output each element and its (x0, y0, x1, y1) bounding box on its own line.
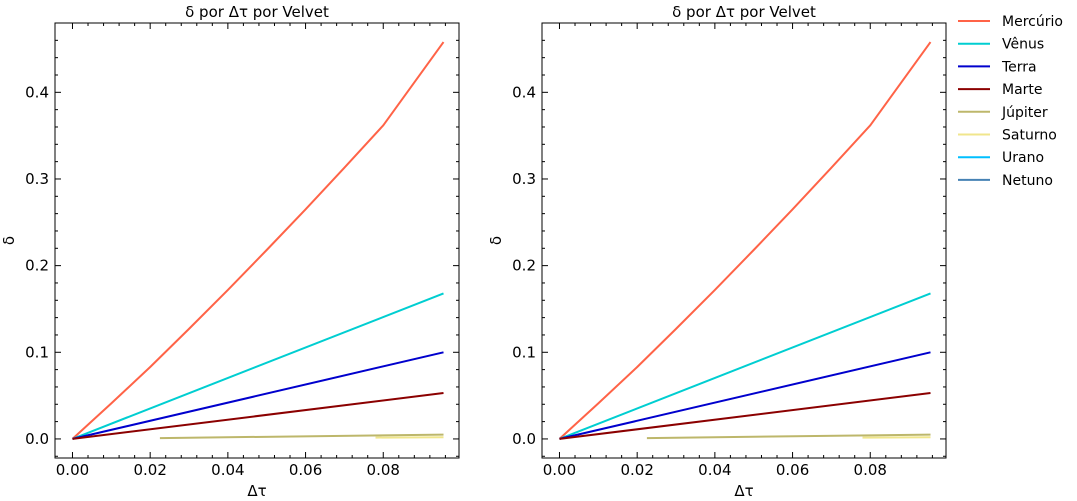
legend-item: Terra (958, 59, 1037, 75)
legend-label: Vênus (1002, 37, 1044, 53)
legend-item: Júpiter (958, 105, 1048, 121)
y-tick-label: 0.3 (512, 170, 536, 188)
y-tick-label: 0.4 (25, 83, 49, 101)
legend-item: Netuno (958, 173, 1053, 189)
x-axis-label: Δτ (734, 482, 753, 500)
series-line-terra (559, 351, 931, 440)
legend-label: Terra (1001, 59, 1037, 75)
x-tick-label: 0.04 (698, 461, 731, 479)
left-plot: 0.00 0.02 0.04 0.06 0.08 0.0 0.1 0.2 0.3 0.4 δ por… (0, 3, 460, 500)
series-line-vênus (72, 292, 444, 440)
legend-label: Marte (1002, 82, 1043, 98)
x-tick-label: 0.08 (854, 461, 887, 479)
y-tick-label: 0.0 (25, 430, 49, 448)
plot-frame (54, 22, 460, 459)
series-line-vênus (559, 292, 931, 440)
legend-label: Saturno (1002, 128, 1057, 144)
x-tick-label: 0.00 (56, 461, 89, 479)
legend-label: Netuno (1002, 173, 1053, 189)
y-axis-label: δ (0, 236, 18, 245)
y-axis-label: δ (487, 236, 505, 245)
y-tick-label: 0.1 (512, 343, 536, 361)
legend-item: Urano (958, 150, 1044, 166)
y-tick-label: 0.0 (512, 430, 536, 448)
x-tick-label: 0.02 (133, 461, 166, 479)
y-tick-label: 0.3 (25, 170, 49, 188)
series-line-júpiter (159, 433, 444, 440)
x-axis-label: Δτ (247, 482, 266, 500)
legend-item: Marte (958, 82, 1043, 98)
plot-frame (541, 22, 947, 459)
series-line-mercúrio (558, 41, 932, 440)
legend-item: Saturno (958, 128, 1057, 144)
chart-title: δ por Δτ por Velvet (672, 3, 816, 21)
x-tick-label: 0.02 (620, 461, 653, 479)
legend: Mercúrio Vênus Terra Marte Júpiter Saturno Ura… (958, 14, 1063, 189)
legend-label: Júpiter (1001, 105, 1048, 121)
y-tick-label: 0.1 (25, 343, 49, 361)
series-line-júpiter (646, 433, 931, 440)
y-tick-label: 0.2 (512, 257, 536, 275)
chart-title: δ por Δτ por Velvet (185, 3, 329, 21)
y-tick-label: 0.4 (512, 83, 536, 101)
legend-label: Urano (1002, 150, 1044, 166)
x-tick-label: 0.00 (543, 461, 576, 479)
legend-item: Mercúrio (958, 14, 1063, 30)
y-tick-label: 0.2 (25, 257, 49, 275)
x-tick-label: 0.06 (776, 461, 809, 479)
legend-item: Vênus (958, 37, 1044, 53)
x-tick-label: 0.08 (367, 461, 400, 479)
x-tick-label: 0.06 (289, 461, 322, 479)
x-tick-label: 0.04 (211, 461, 244, 479)
right-plot: 0.00 0.02 0.04 0.06 0.08 0.0 0.1 0.2 0.3 0.4 δ por… (487, 3, 947, 500)
series-line-marte (559, 392, 931, 440)
series-line-mercúrio (71, 41, 445, 440)
series-line-marte (72, 392, 444, 440)
legend-label: Mercúrio (1002, 14, 1063, 30)
series-line-terra (72, 351, 444, 440)
